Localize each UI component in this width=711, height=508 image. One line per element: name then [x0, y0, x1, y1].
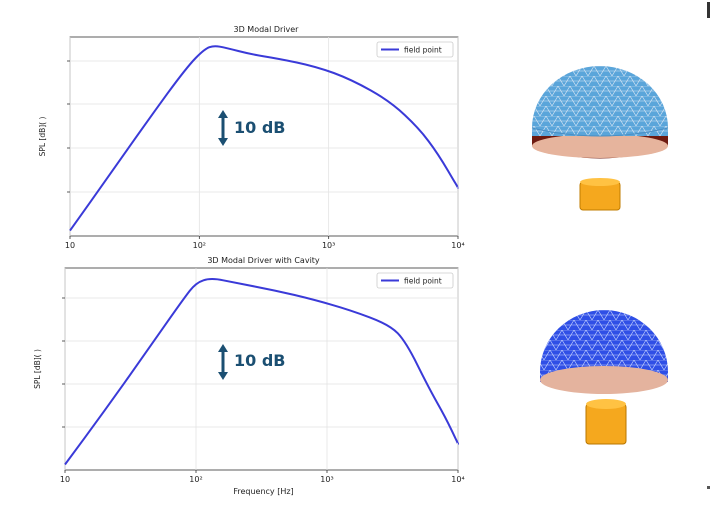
- dome-mesh-illustration-bottom: [540, 310, 668, 445]
- scale-annotation-label: 10 dB: [234, 118, 285, 137]
- chart-title: 3D Modal Driver with Cavity: [207, 256, 320, 265]
- x-tick-label: 10: [65, 241, 75, 250]
- legend-box: [376, 272, 454, 289]
- x-axis-label: Frequency [Hz]: [233, 487, 293, 496]
- dome-mesh-illustration-top: [531, 66, 669, 211]
- y-axis-label: SPL [dB]( ): [38, 117, 47, 157]
- x-tick-label: 10³: [320, 475, 333, 484]
- scale-arrow-head-down: [218, 138, 228, 146]
- legend-label: field point: [404, 277, 442, 286]
- plot-area-2: [64, 267, 459, 471]
- scale-arrow-head-up: [218, 344, 228, 352]
- x-tick-label: 10: [60, 475, 70, 484]
- legend-box: [376, 41, 454, 58]
- series-line-field-point: [69, 45, 459, 232]
- legend-label: field point: [404, 46, 442, 55]
- chart-title: 3D Modal Driver: [234, 25, 300, 34]
- edge-mark-top: [707, 2, 710, 18]
- scale-arrow-head-up: [218, 110, 228, 118]
- x-tick-label: 10³: [322, 241, 335, 250]
- x-tick-label: 10²: [189, 475, 202, 484]
- x-tick-label: 10⁴: [451, 241, 464, 250]
- x-tick-label: 10²: [193, 241, 206, 250]
- y-axis-label: SPL [dB]( ): [33, 349, 42, 389]
- edge-mark-bottom: [707, 486, 710, 489]
- scale-arrow-head-down: [218, 372, 228, 380]
- series-line-field-point: [64, 278, 460, 466]
- plot-area-1: [69, 36, 459, 237]
- x-tick-label: 10⁴: [451, 475, 464, 484]
- scale-annotation-label: 10 dB: [234, 351, 285, 370]
